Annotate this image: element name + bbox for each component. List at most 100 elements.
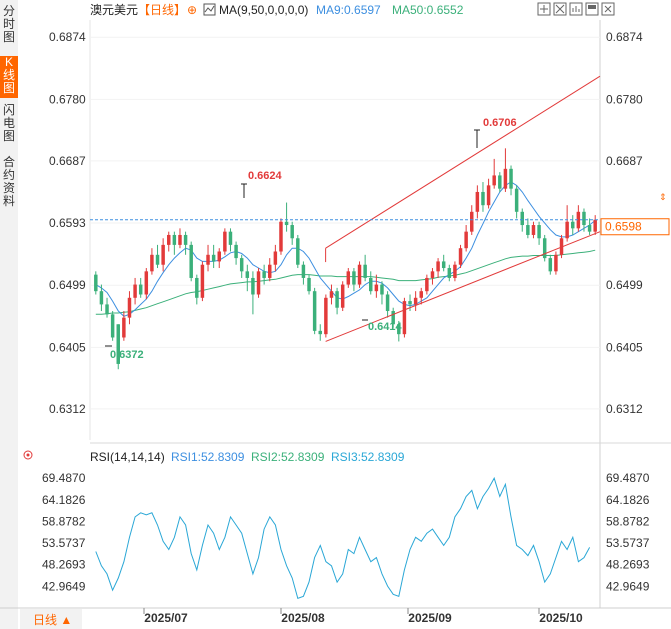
candle-body [458, 248, 463, 265]
candle-body [301, 264, 306, 278]
candle-body [380, 284, 384, 295]
current-price-value: 0.6598 [605, 220, 642, 234]
candle-body [520, 211, 524, 226]
candle-body [228, 231, 233, 245]
rsi-settings-icon[interactable] [23, 450, 33, 460]
rsi-tick-right: 69.4870 [606, 471, 650, 485]
candle-body [144, 271, 149, 295]
candle-body [324, 297, 328, 335]
candle-body [369, 277, 373, 292]
candle-body [346, 271, 351, 285]
candle-body [245, 271, 250, 278]
candle-body [357, 264, 362, 285]
rsi3-label: RSI3:52.8309 [331, 450, 405, 464]
candle-body [251, 277, 255, 295]
candle-body [492, 175, 496, 186]
chart-type-icon[interactable] [569, 2, 583, 16]
candle-body [531, 225, 536, 235]
rsi2-label: RSI2:52.8309 [251, 450, 325, 464]
expand-icon[interactable] [553, 2, 567, 16]
period-button[interactable]: 日线 ▲ [33, 613, 72, 627]
candle-body [509, 168, 513, 189]
candle-body [178, 234, 182, 245]
channel-lower-line [325, 231, 601, 342]
candle-body [419, 291, 423, 298]
price-arrow-icon: ⇕ [659, 192, 667, 202]
candle-body [155, 254, 160, 265]
symbol-title: 澳元美元 [90, 3, 138, 17]
settings-icon[interactable] [601, 2, 615, 16]
tab-kline[interactable]: K线图 [0, 56, 18, 98]
candle-body [150, 254, 154, 272]
candle-body [307, 277, 311, 292]
candle-body [122, 317, 126, 338]
candle-body [239, 258, 244, 272]
candle-body [481, 191, 485, 206]
candle-body [329, 291, 334, 298]
y-tick-right: 0.6874 [606, 30, 643, 44]
period-label[interactable]: 【日线】 [138, 3, 186, 17]
current-price-tag [600, 218, 670, 236]
add-indicator-icon[interactable]: ⊕ [187, 3, 197, 17]
tab-contract-info[interactable]: 合约资料 [2, 155, 15, 208]
fullscreen-icon[interactable] [537, 2, 551, 16]
candle-body [206, 254, 210, 265]
candle-body [189, 244, 193, 278]
candle-body [172, 234, 177, 245]
candle-body [99, 291, 104, 305]
sidebar: 分时图 K线图 闪电图 合约资料 [0, 0, 18, 629]
ma-settings-icon-line [204, 5, 215, 13]
tab-flash[interactable]: 闪电图 [2, 103, 15, 143]
rsi-tick-left: 53.5737 [42, 536, 86, 550]
candle-body [211, 254, 216, 262]
candle-body [408, 301, 412, 305]
candle-body [335, 291, 339, 308]
y-tick-right: 0.6780 [606, 92, 643, 106]
y-tick-right: 0.6499 [606, 278, 643, 292]
candle-body [582, 211, 586, 226]
candle-body [110, 314, 115, 338]
candle-body [565, 221, 569, 239]
candle-body [537, 225, 541, 239]
y-tick-left: 0.6593 [49, 216, 86, 230]
window-icon[interactable] [585, 2, 599, 16]
rsi1-label: RSI1:52.8309 [171, 450, 245, 464]
candle-body [554, 254, 558, 272]
candle-body [402, 301, 407, 335]
y-tick-left: 0.6312 [49, 402, 86, 416]
candle-body [593, 219, 597, 232]
candle-body [571, 221, 575, 229]
candle-body [256, 271, 261, 295]
date-label: 2025/07 [144, 611, 188, 625]
candle-body [503, 168, 508, 189]
candle-body [234, 244, 238, 259]
y-tick-right: 0.6687 [606, 154, 643, 168]
ma-settings-icon[interactable] [203, 3, 216, 16]
candle-body [340, 284, 345, 308]
rsi-tick-left: 42.9649 [42, 579, 86, 593]
candle-body [486, 185, 491, 206]
y-tick-left: 0.6780 [49, 92, 86, 106]
candle-body [279, 221, 283, 252]
rsi-tick-right: 58.8782 [606, 514, 650, 528]
y-tick-left: 0.6405 [49, 340, 86, 354]
candle-body [374, 284, 379, 292]
candle-body [116, 324, 120, 364]
candle-body [296, 238, 300, 265]
candle-body [290, 225, 294, 239]
y-tick-left: 0.6874 [49, 30, 86, 44]
candle-body [470, 211, 474, 232]
candle-body [391, 311, 395, 325]
mid-high-marker-label: 0.6624 [248, 170, 283, 182]
high-marker-label: 0.6706 [483, 117, 517, 129]
tab-time-sharing[interactable]: 分时图 [2, 4, 15, 44]
period-button-bg [20, 609, 82, 629]
candle-body [262, 271, 266, 278]
rsi-tick-left: 48.2693 [42, 558, 86, 572]
candle-body [195, 277, 199, 298]
candle-body [526, 225, 530, 235]
candle-body [542, 238, 547, 259]
candle-body [464, 231, 468, 249]
candle-body [453, 264, 457, 278]
y-tick-left: 0.6499 [49, 278, 86, 292]
